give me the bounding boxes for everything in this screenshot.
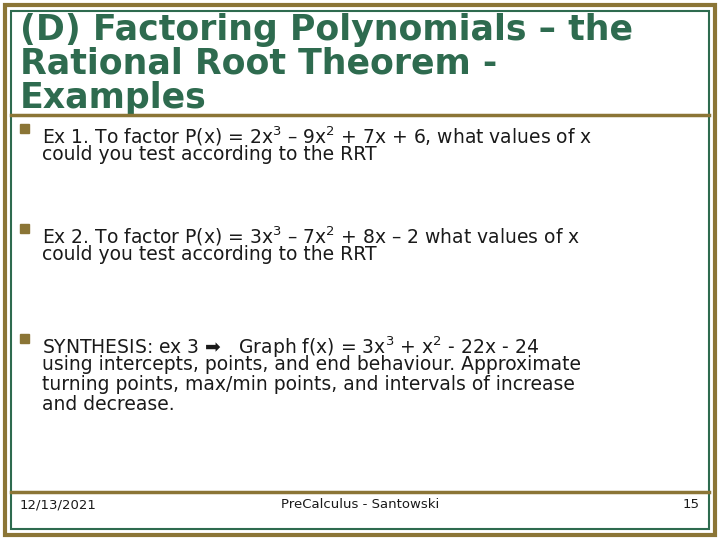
Text: Ex 2. To factor P(x) = 3x$^{3}$ – 7x$^{2}$ + 8x – 2 what values of x: Ex 2. To factor P(x) = 3x$^{3}$ – 7x$^{2… [42,225,580,248]
Text: 12/13/2021: 12/13/2021 [20,498,97,511]
Text: (D) Factoring Polynomials – the: (D) Factoring Polynomials – the [20,13,633,47]
Text: PreCalculus - Santowski: PreCalculus - Santowski [281,498,439,511]
Bar [20,124,29,133]
Text: SYNTHESIS: ex 3 ➡   Graph f(x) = 3x$^{3}$ + x$^{2}$ - 22x - 24: SYNTHESIS: ex 3 ➡ Graph f(x) = 3x$^{3}$ … [42,335,539,361]
Text: Examples: Examples [20,81,207,115]
Text: and decrease.: and decrease. [42,395,175,414]
Text: Ex 1. To factor P(x) = 2x$^{3}$ – 9x$^{2}$ + 7x + 6, what values of x: Ex 1. To factor P(x) = 2x$^{3}$ – 9x$^{2… [42,125,593,148]
Text: 15: 15 [683,498,700,511]
Text: could you test according to the RRT: could you test according to the RRT [42,145,377,164]
Bar [20,224,29,233]
Text: using intercepts, points, and end behaviour. Approximate: using intercepts, points, and end behavi… [42,355,581,374]
Bar [20,334,29,343]
Text: could you test according to the RRT: could you test according to the RRT [42,245,377,264]
Text: turning points, max/min points, and intervals of increase: turning points, max/min points, and inte… [42,375,575,394]
Text: Rational Root Theorem -: Rational Root Theorem - [20,47,498,81]
